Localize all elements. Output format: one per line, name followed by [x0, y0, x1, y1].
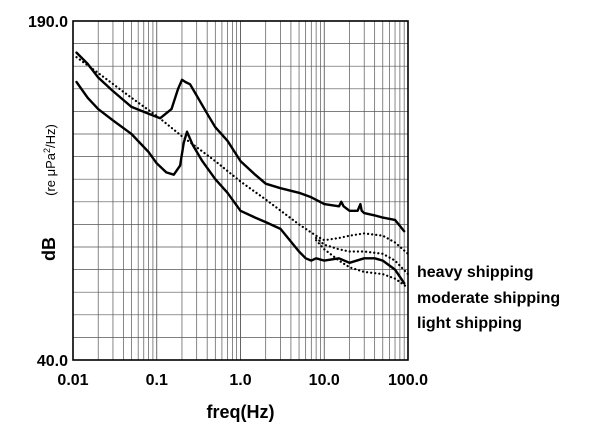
series-line-solid-2	[75, 80, 406, 285]
series-line-moderate-shipping	[315, 236, 410, 276]
series-label-light-shipping: light shipping	[417, 315, 522, 332]
y-unit-suffix: /Hz)	[43, 124, 58, 148]
series-line-solid-1	[75, 51, 406, 233]
grid	[72, 20, 409, 361]
y-axis-unit: (re μPa2/Hz)	[42, 124, 58, 196]
plot-frame	[72, 20, 409, 361]
x-tick-label: 0.1	[146, 372, 168, 389]
x-tick-label: 100.0	[388, 372, 428, 389]
x-tick-label: 0.01	[57, 372, 88, 389]
series-label-heavy-shipping: heavy shipping	[417, 264, 533, 281]
y-min-label: 40.0	[37, 353, 68, 370]
y-max-label: 190.0	[28, 14, 68, 31]
y-unit-mu: μ	[43, 169, 58, 177]
x-tick-label: 10.0	[309, 372, 340, 389]
y-unit-prefix: (re	[43, 176, 58, 196]
series-line-light-shipping	[315, 239, 410, 289]
series-lines	[75, 51, 410, 289]
y-unit-exponent: 2	[42, 148, 52, 153]
y-axis-label: dB	[39, 237, 59, 261]
x-tick-label: 1.0	[229, 372, 251, 389]
series-label-moderate-shipping: moderate shipping	[417, 290, 560, 307]
y-unit-pa: Pa	[43, 152, 58, 169]
x-axis-label: freq(Hz)	[207, 402, 275, 422]
x-tick-labels: 0.01 0.1 1.0 10.0 100.0	[57, 372, 428, 389]
series-line-heavy-shipping	[75, 56, 410, 255]
